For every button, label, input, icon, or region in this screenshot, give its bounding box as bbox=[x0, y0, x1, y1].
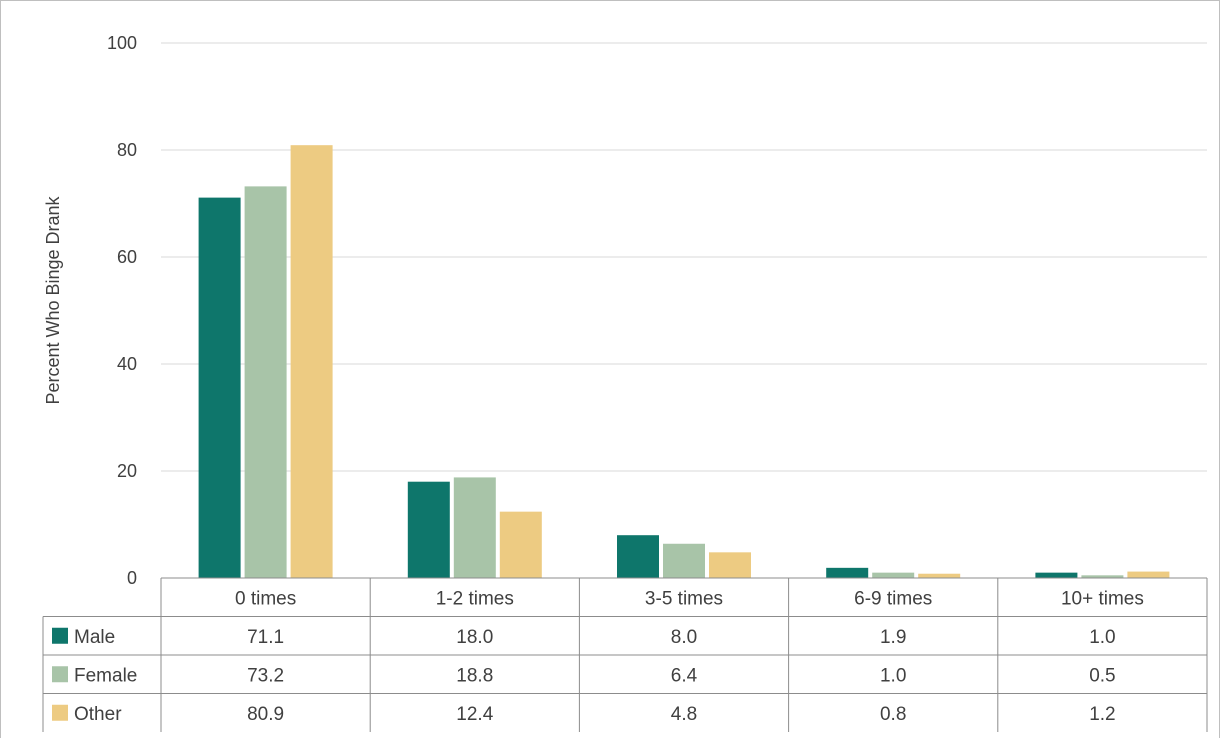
bar-other-3 bbox=[709, 552, 751, 578]
legend-swatch-other bbox=[52, 704, 68, 721]
data-label: 18.8 bbox=[456, 665, 493, 686]
data-label: 6.4 bbox=[671, 665, 698, 686]
y-tick-label: 0 bbox=[127, 568, 137, 588]
category-label: 3-5 times bbox=[645, 588, 723, 609]
data-label: 1.0 bbox=[880, 665, 906, 686]
legend-swatch-male bbox=[52, 627, 68, 644]
bar-male-5 bbox=[1035, 572, 1078, 578]
data-label: 73.2 bbox=[247, 665, 284, 686]
data-label: 1.0 bbox=[1089, 627, 1115, 648]
data-label: 1.2 bbox=[1089, 704, 1115, 725]
data-label: 80.9 bbox=[247, 704, 284, 725]
legend-label-female: Female bbox=[74, 665, 137, 686]
data-label: 1.9 bbox=[880, 627, 906, 648]
data-label: 71.1 bbox=[247, 627, 284, 648]
bar-female-1 bbox=[244, 186, 287, 578]
bar-other-5 bbox=[1127, 571, 1170, 578]
data-label: 8.0 bbox=[671, 627, 697, 648]
y-tick-label: 60 bbox=[117, 247, 137, 267]
category-label: 10+ times bbox=[1061, 588, 1144, 609]
y-tick-label: 20 bbox=[117, 461, 137, 481]
legend-label-other: Other bbox=[74, 704, 122, 725]
category-label: 6-9 times bbox=[854, 588, 932, 609]
bar-female-5 bbox=[1081, 575, 1124, 578]
bar-male-4 bbox=[826, 567, 869, 578]
bar-female-2 bbox=[453, 477, 496, 578]
category-label: 0 times bbox=[235, 588, 296, 609]
data-label: 0.5 bbox=[1089, 665, 1115, 686]
y-axis-ticks: 0 20 40 60 80 100 bbox=[107, 33, 137, 588]
bar-female-3 bbox=[663, 543, 705, 578]
bar-other-2 bbox=[499, 511, 542, 578]
y-tick-label: 100 bbox=[107, 33, 137, 53]
category-label: 1-2 times bbox=[436, 588, 514, 609]
data-label: 0.8 bbox=[880, 704, 906, 725]
bar-other-4 bbox=[918, 573, 961, 578]
bars bbox=[198, 145, 1170, 579]
y-tick-label: 40 bbox=[117, 354, 137, 374]
bar-male-1 bbox=[198, 197, 241, 579]
data-label: 18.0 bbox=[456, 627, 493, 648]
bar-male-2 bbox=[407, 481, 450, 578]
data-table: 0 times 1-2 times 3-5 times 6-9 times 10+ ti… bbox=[42, 577, 1208, 732]
legend-swatch-female bbox=[52, 666, 68, 683]
y-axis-label: Percent Who Binge Drank bbox=[43, 195, 63, 404]
bar-male-3 bbox=[617, 535, 659, 578]
gridlines bbox=[161, 42, 1207, 472]
bar-other-1 bbox=[290, 145, 333, 578]
data-label: 4.8 bbox=[671, 704, 697, 725]
bar-female-4 bbox=[872, 572, 915, 578]
legend-label-male: Male bbox=[74, 627, 115, 648]
data-label: 12.4 bbox=[456, 704, 493, 725]
y-tick-label: 80 bbox=[117, 140, 137, 160]
